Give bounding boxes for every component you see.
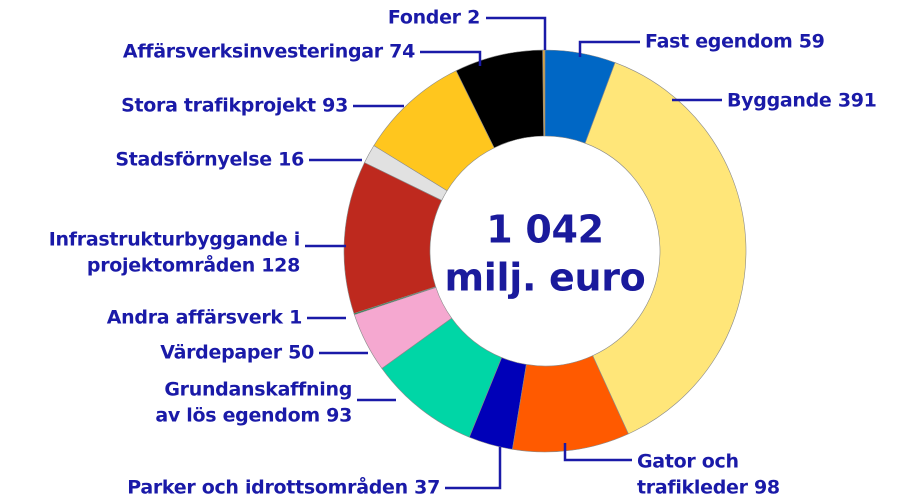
data-label: Byggande 391 bbox=[727, 90, 877, 112]
slice bbox=[544, 49, 616, 144]
data-label: av lös egendom 93 bbox=[155, 405, 352, 427]
data-label: Andra affärsverk 1 bbox=[107, 307, 302, 329]
data-label: Grundanskaffning bbox=[164, 379, 352, 401]
slice bbox=[381, 317, 503, 438]
slice bbox=[343, 162, 443, 314]
data-label: trafikleder 98 bbox=[637, 477, 780, 499]
data-label: Stora trafikprojekt 93 bbox=[121, 95, 348, 117]
slice bbox=[512, 355, 629, 453]
leader-line bbox=[578, 40, 640, 57]
slice bbox=[468, 357, 527, 450]
leader-line bbox=[420, 50, 482, 66]
slice bbox=[373, 70, 495, 192]
data-label: Gator och bbox=[637, 451, 739, 473]
data-label: Värdepaper 50 bbox=[160, 342, 314, 364]
data-label: projektområden 128 bbox=[87, 253, 300, 277]
data-label: Fonder 2 bbox=[388, 7, 480, 29]
leader-line bbox=[563, 443, 632, 462]
center-label: 1 042 bbox=[486, 208, 604, 252]
data-label: Affärsverksinvesteringar 74 bbox=[123, 41, 415, 63]
slice bbox=[353, 287, 453, 369]
center-label: milj. euro bbox=[444, 256, 645, 300]
data-label: Stadsförnyelse 16 bbox=[115, 149, 304, 171]
leader-line bbox=[445, 447, 502, 490]
data-label: Parker och idrottsområden 37 bbox=[127, 475, 440, 499]
data-label: Fast egendom 59 bbox=[645, 31, 825, 53]
slice bbox=[364, 145, 448, 201]
data-label: Infrastrukturbyggande i bbox=[49, 229, 300, 251]
leader-line bbox=[486, 16, 547, 50]
slice bbox=[584, 62, 747, 435]
